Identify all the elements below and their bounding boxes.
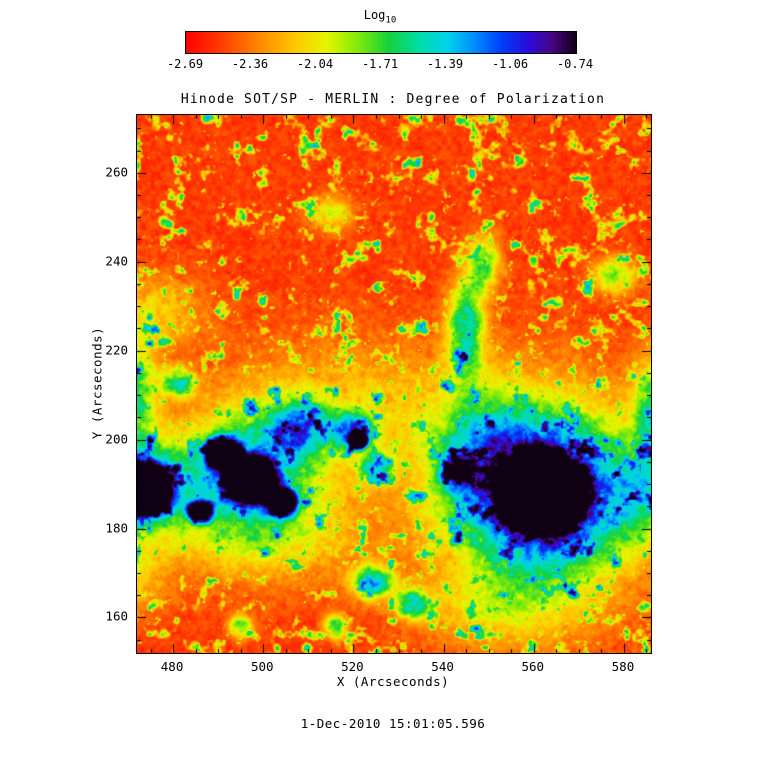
colorbar-tick-label: -1.39 <box>426 57 464 71</box>
colorbar-tick-label: -2.69 <box>166 57 204 71</box>
y-axis-label: Y (Arcseconds) <box>89 326 105 440</box>
x-tick-label: 540 <box>431 659 454 674</box>
colorbar-tick-label: -2.04 <box>296 57 334 71</box>
colorbar-label-main: Log <box>363 8 386 22</box>
x-tick-label: 520 <box>341 659 364 674</box>
y-tick-label: 220 <box>105 342 128 358</box>
x-tick-label: 480 <box>160 659 184 674</box>
colorbar-label: Log10 <box>185 8 575 25</box>
y-tick-label: 180 <box>105 520 128 535</box>
plot-title: Hinode SOT/SP - MERLIN : Degree of Polar… <box>180 92 606 107</box>
x-tick-label: 580 <box>611 659 635 674</box>
colorbar-ticks: -2.69 -2.36 -2.04 -1.71 -1.39 -1.06 -0.74 <box>167 57 593 71</box>
colorbar-tick-label: -1.06 <box>491 57 529 71</box>
colorbar-tick-label: -1.71 <box>361 57 399 71</box>
y-tick-label: 160 <box>105 608 128 624</box>
colorbar-gradient <box>185 31 577 54</box>
x-tick-label: 560 <box>521 659 545 674</box>
x-tick-label: 500 <box>250 659 274 674</box>
colorbar-tick-label: -0.74 <box>556 57 594 71</box>
y-tick-label: 200 <box>105 431 128 447</box>
y-tick-label: 260 <box>105 164 128 180</box>
heatmap-plot <box>136 114 652 654</box>
heatmap-canvas <box>137 115 651 653</box>
colorbar-tick-label: -2.36 <box>231 57 269 71</box>
y-tick-label: 240 <box>105 253 128 269</box>
colorbar-label-sub: 10 <box>385 15 397 26</box>
timestamp: 1-Dec-2010 15:01:05.596 <box>300 716 486 731</box>
x-axis-label: X (Arcseconds) <box>336 674 450 689</box>
